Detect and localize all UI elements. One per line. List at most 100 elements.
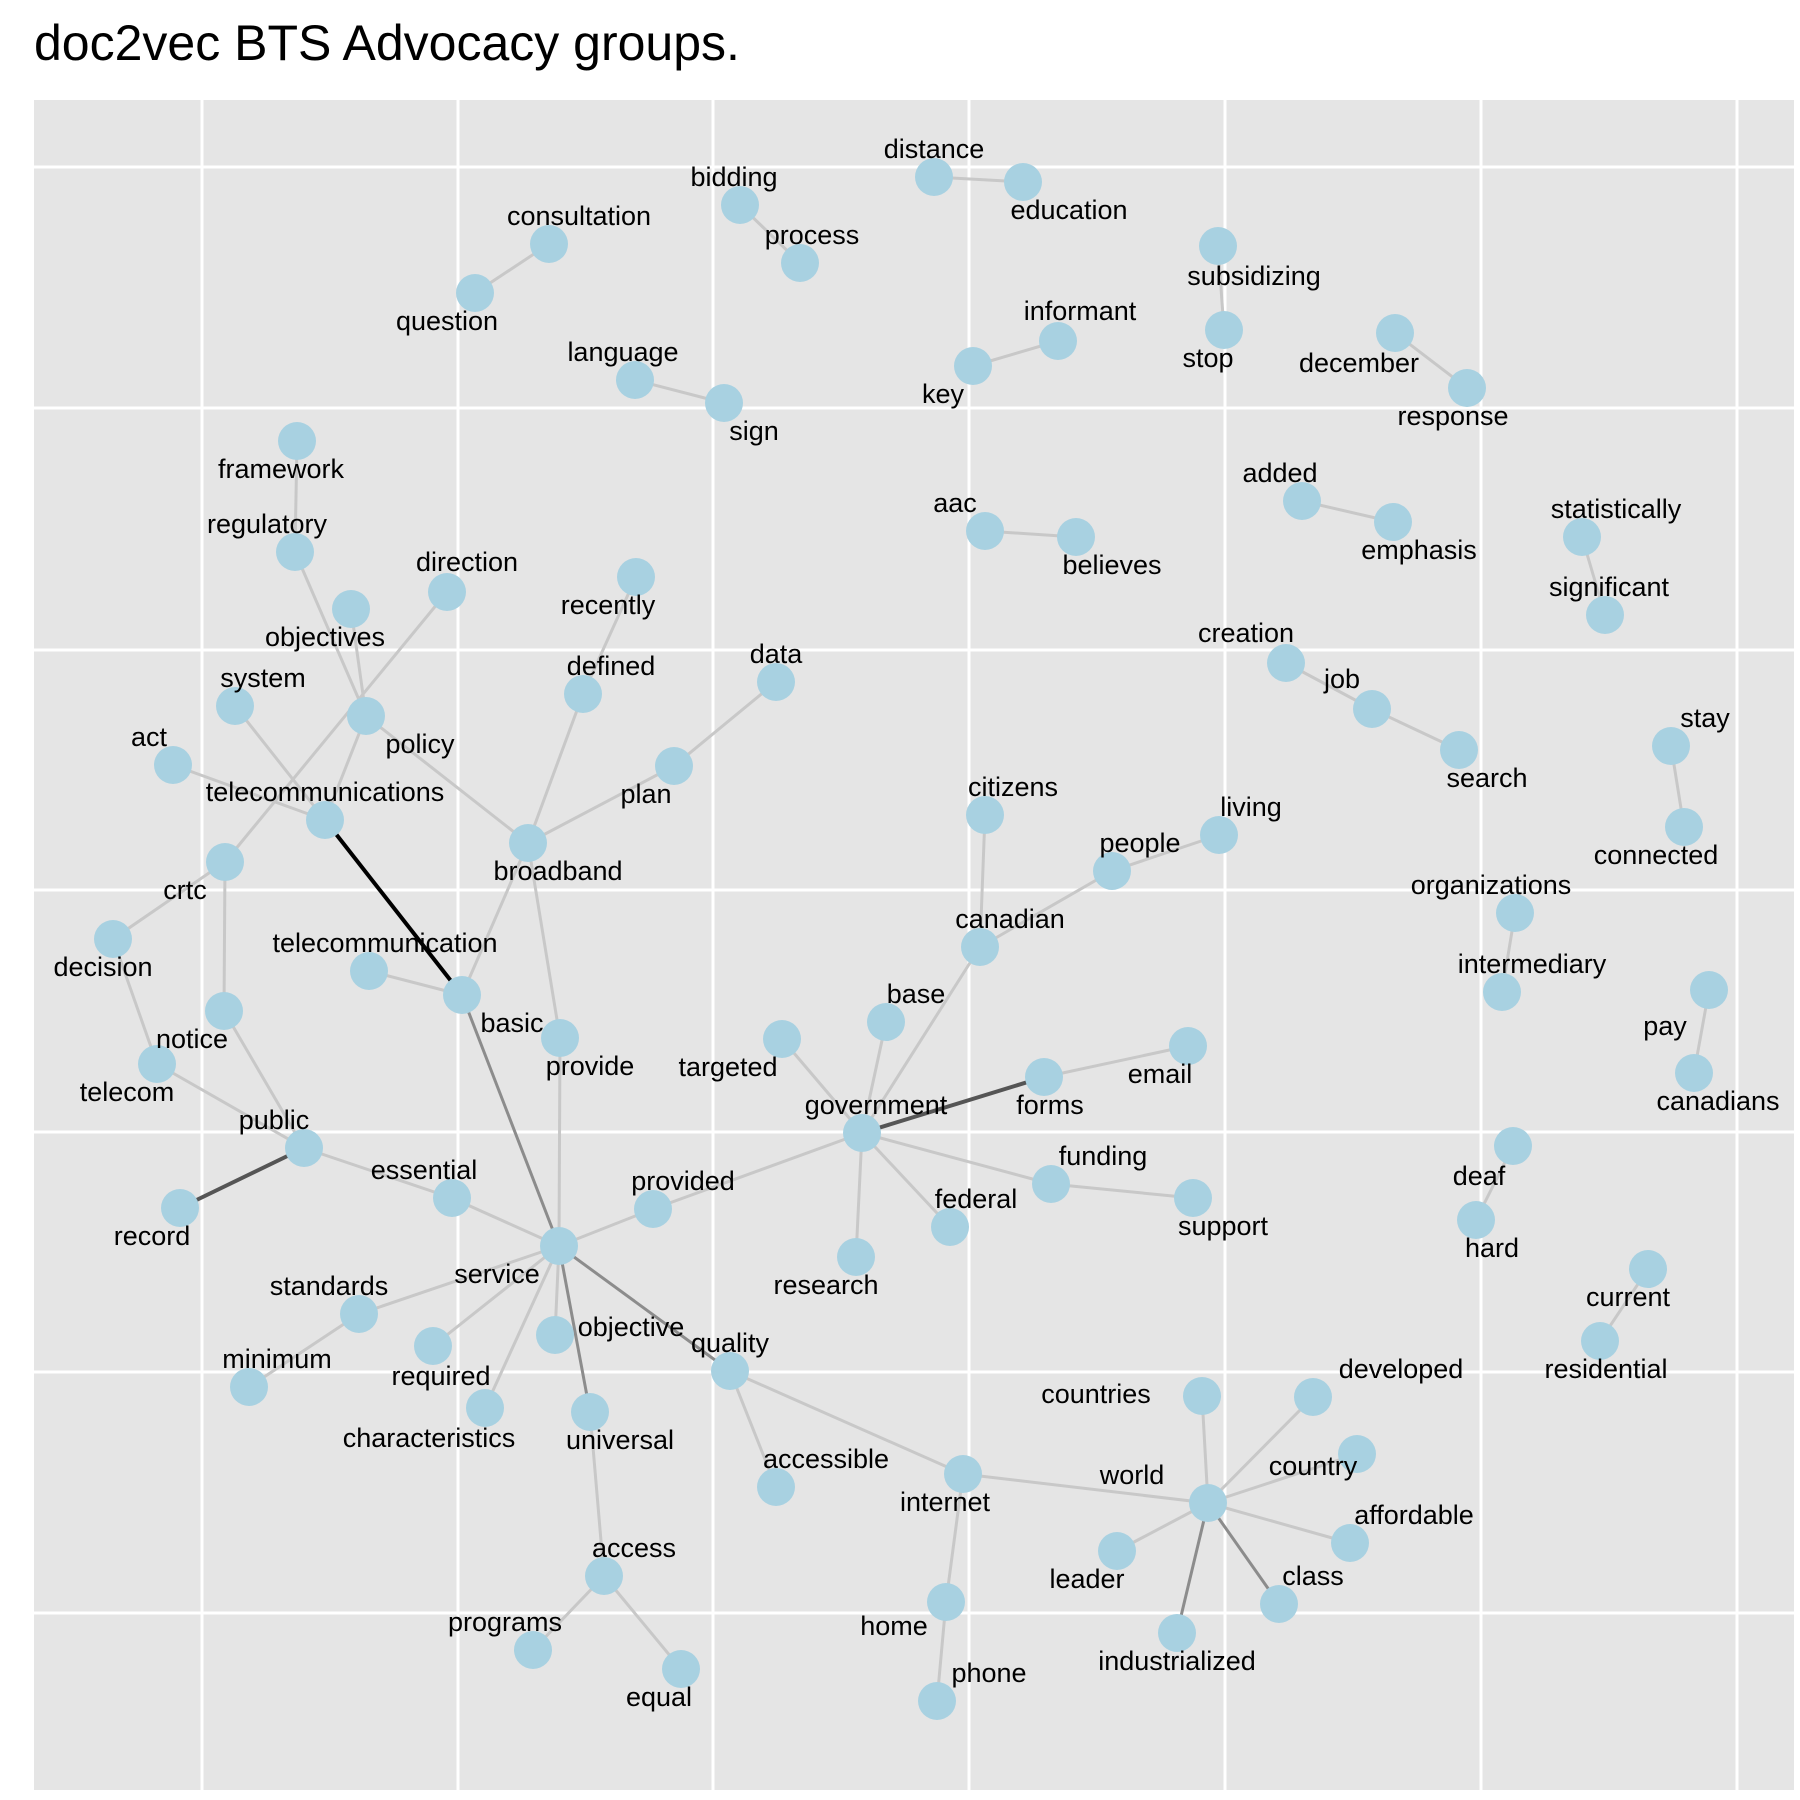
edge-recently-defined: [581, 576, 638, 695]
node-equal: [662, 1650, 700, 1688]
node-label-key: key: [922, 379, 965, 409]
node-aac: [966, 512, 1004, 550]
node-label-quality: quality: [691, 1328, 770, 1358]
node-label-citizens: citizens: [968, 772, 1058, 802]
node-label-minimum: minimum: [222, 1344, 332, 1374]
edge-government-funding: [861, 1131, 1052, 1186]
node-label-support: support: [1178, 1211, 1269, 1241]
node-intermediary: [1483, 973, 1521, 1011]
node-label-telecom: telecom: [80, 1077, 175, 1107]
node-canadians: [1675, 1054, 1713, 1092]
node-label-distance: distance: [884, 134, 985, 164]
node-label-record: record: [114, 1221, 191, 1251]
node-federal: [931, 1208, 969, 1246]
node-provide: [541, 1019, 579, 1057]
node-label-added: added: [1242, 458, 1317, 488]
node-label-december: december: [1299, 348, 1419, 378]
node-label-people: people: [1099, 828, 1180, 858]
node-label-language: language: [567, 337, 678, 367]
edge-quality-internet: [729, 1369, 964, 1476]
node-label-forms: forms: [1016, 1090, 1084, 1120]
node-language: [616, 361, 654, 399]
edge-people-canadian: [979, 869, 1113, 949]
node-label-public: public: [239, 1105, 310, 1135]
node-programs: [514, 1631, 552, 1669]
node-plan: [655, 747, 693, 785]
node-informant: [1039, 322, 1077, 360]
node-residential: [1581, 1322, 1619, 1360]
node-label-creation: creation: [1198, 618, 1294, 648]
node-accessible: [757, 1468, 795, 1506]
edge-plan-broadband: [527, 764, 675, 845]
edge-telecom-public: [156, 1062, 305, 1150]
edge-universal-access: [588, 1411, 606, 1577]
node-public: [285, 1129, 323, 1167]
node-label-framework: framework: [218, 454, 345, 484]
node-label-notice: notice: [156, 1024, 228, 1054]
node-label-developed: developed: [1339, 1354, 1464, 1384]
node-stop: [1205, 311, 1243, 349]
node-telecommunication: [350, 952, 388, 990]
node-quality: [711, 1352, 749, 1390]
node-label-response: response: [1397, 401, 1508, 431]
edge-data-plan: [673, 680, 777, 768]
node-label-characteristics: characteristics: [343, 1423, 516, 1453]
node-label-phone: phone: [951, 1658, 1026, 1688]
node-label-job: job: [1323, 664, 1360, 694]
edge-notice-public: [222, 1010, 306, 1149]
node-label-internet: internet: [900, 1487, 991, 1517]
node-characteristics: [466, 1389, 504, 1427]
node-phone: [918, 1682, 956, 1720]
node-question: [456, 274, 494, 312]
node-label-service: service: [454, 1259, 540, 1289]
node-government: [843, 1114, 881, 1152]
node-hard: [1457, 1201, 1495, 1239]
node-label-standards: standards: [270, 1271, 389, 1301]
node-label-sign: sign: [729, 416, 779, 446]
node-label-telecommunication: telecommunication: [272, 928, 497, 958]
node-label-organizations: organizations: [1411, 870, 1572, 900]
edge-funding-support: [1050, 1182, 1194, 1200]
node-industrialized: [1158, 1614, 1196, 1652]
node-label-accessible: accessible: [763, 1444, 889, 1474]
edge-world-industrialized: [1175, 1502, 1210, 1634]
node-label-direction: direction: [416, 547, 518, 577]
node-subsidizing: [1199, 227, 1237, 265]
node-label-class: class: [1282, 1561, 1344, 1591]
node-connected: [1665, 808, 1703, 846]
node-developed: [1294, 1378, 1332, 1416]
edge-crtc-decision: [112, 860, 226, 941]
node-label-statistically: statistically: [1551, 494, 1682, 524]
node-canadian: [961, 928, 999, 966]
node-label-broadband: broadband: [493, 856, 622, 886]
node-label-plan: plan: [620, 779, 671, 809]
node-system: [216, 687, 254, 725]
edge-email-forms: [1043, 1044, 1189, 1079]
node-funding: [1032, 1165, 1070, 1203]
node-search: [1440, 731, 1478, 769]
node-job: [1353, 690, 1391, 728]
node-label-home: home: [860, 1611, 928, 1641]
edge-act-telecommunications: [172, 763, 326, 822]
edge-developed-world: [1206, 1395, 1315, 1505]
node-label-targeted: targeted: [678, 1052, 777, 1082]
node-label-significant: significant: [1549, 572, 1670, 602]
node-label-decision: decision: [53, 952, 152, 982]
edge-world-class: [1206, 1502, 1281, 1605]
node-response: [1448, 369, 1486, 407]
node-label-defined: defined: [567, 651, 656, 681]
node-standards: [340, 1295, 378, 1333]
edge-service-required: [432, 1244, 560, 1348]
node-research: [837, 1238, 875, 1276]
node-label-funding: funding: [1059, 1141, 1148, 1171]
edge-world-affordable: [1207, 1501, 1351, 1545]
node-key: [954, 347, 992, 385]
node-label-question: question: [396, 306, 498, 336]
node-country: [1338, 1435, 1376, 1473]
node-consultation: [530, 225, 568, 263]
node-label-deaf: deaf: [1453, 1161, 1506, 1191]
edge-service-characteristics: [483, 1245, 561, 1409]
node-label-objectives: objectives: [265, 622, 385, 652]
node-creation: [1267, 644, 1305, 682]
edge-forms-government: [861, 1075, 1045, 1135]
